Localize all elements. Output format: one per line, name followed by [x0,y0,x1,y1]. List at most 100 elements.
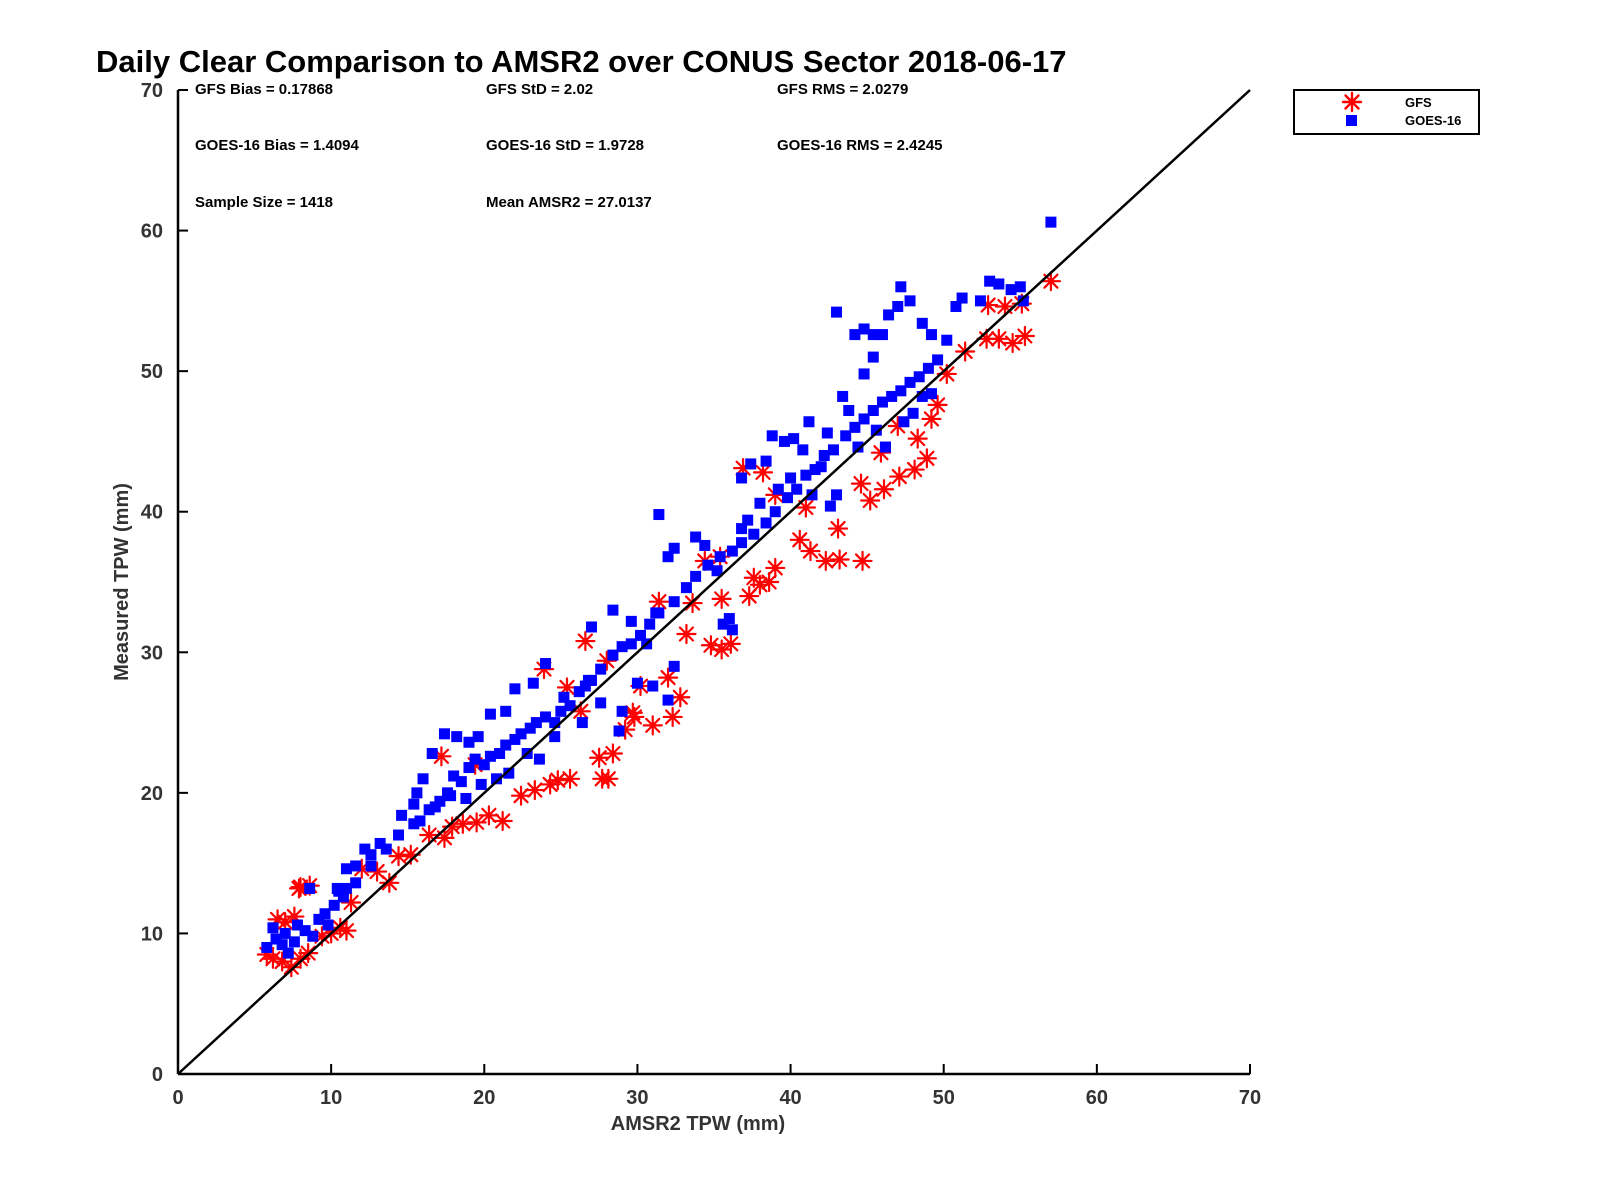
goes16-point [426,747,438,759]
goes16-point [754,497,766,509]
goes16-point [555,705,567,717]
goes16-point [616,705,628,717]
goes16-point [925,329,937,341]
gfs-point [596,650,617,671]
goes16-point [509,733,521,745]
goes16-point [886,390,898,402]
gfs-point [852,550,873,572]
goes16-point [895,385,907,397]
goes16-point [455,776,467,788]
goes16-point [319,908,331,920]
goes16-point [463,762,475,774]
goes16-point [745,458,757,470]
goes16-point [748,528,760,540]
goes16-point [423,804,435,816]
goes16-point [831,489,843,501]
goes16-point [1014,281,1026,293]
gfs-point [759,571,780,593]
goes16-point [613,725,625,737]
goes16-point [876,329,888,341]
goes16-point [261,941,273,953]
gfs-point [1040,271,1062,292]
goes16-point [726,545,738,557]
goes16-point [821,427,833,439]
goes16-point [837,390,849,402]
gfs-point [419,824,440,846]
gfs-point [815,550,836,572]
gfs-point [676,623,697,645]
x-tick-label: 70 [1239,1087,1261,1109]
goes16-point [313,913,325,925]
goes16-point [576,717,588,729]
goes16-point [350,860,362,872]
goes16-point [549,731,561,743]
goes16-point [974,295,986,307]
gfs-point [988,328,1009,349]
goes16-point [736,523,748,535]
goes16-point [843,405,855,417]
goes16-point [270,933,282,945]
gfs-point [670,687,691,708]
goes16-point [494,747,506,759]
goes16-point [699,539,711,551]
goes16-point [307,930,319,942]
gfs-point [452,813,473,834]
x-tick-label: 30 [626,1087,648,1109]
goes16-point [907,407,919,419]
goes16-point [668,596,680,608]
goes16-point [898,416,910,428]
goes16-point [524,722,536,734]
gfs-point [916,448,937,469]
goes16-point [892,300,904,312]
goes16-point [876,396,888,408]
gfs-point [1014,325,1035,347]
legend-goes16-label: GOES-16 [1405,113,1461,128]
gfs-point [510,785,532,806]
gfs-point [388,846,409,867]
y-tick-label: 0 [152,1064,163,1086]
gfs-point [366,861,388,882]
goes16-point [736,472,748,484]
goes16-point [445,790,457,802]
goes16-point [1045,216,1057,228]
goes16-point [607,604,619,616]
goes16-point [340,882,352,894]
goes16-point [772,483,784,495]
goes16-point [396,809,408,821]
goes16-point [475,778,487,790]
gfs-point [602,743,624,764]
goes16-point [922,362,934,374]
goes16-point [585,621,597,633]
goes16-point [714,551,726,563]
goes16-point [668,542,680,554]
goes16-point [500,705,512,717]
goes16-point [527,677,539,689]
goes16-point [858,413,870,425]
goes16-point [408,798,420,810]
goes16-point [540,658,552,670]
goes16-point [870,424,882,436]
goes16-point [782,492,794,504]
gfs-point [795,497,816,518]
gfs-point [720,633,741,654]
goes16-point [785,472,797,484]
goes16-point [625,615,637,627]
gfs-point [765,557,786,579]
goes16-point [279,927,291,939]
y-tick-label: 30 [141,642,163,664]
goes16-point [717,618,729,630]
goes16-point [509,683,521,695]
x-tick-label: 0 [172,1087,183,1109]
y-tick-label: 40 [141,502,163,524]
goes16-point [625,638,637,650]
stat-text: Sample Size = 1418 [195,194,333,211]
goes16-point [299,925,311,937]
goes16-point [1017,295,1029,307]
goes16-point [276,939,288,951]
goes16-point [631,677,643,689]
goes16-point [711,565,723,577]
goes16-point [579,680,591,692]
goes16-point [650,607,662,619]
gfs-point [850,473,872,494]
gfs-point [927,394,948,415]
